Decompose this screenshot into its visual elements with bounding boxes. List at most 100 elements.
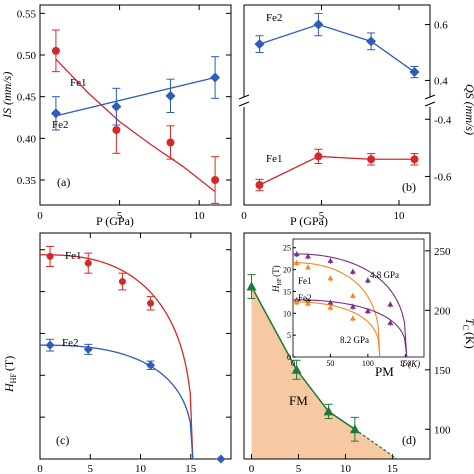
a-point-fe2 — [111, 101, 122, 112]
d-xtick-label: 5 — [296, 463, 302, 474]
c-point-fe2 — [83, 344, 93, 354]
panel-b-fe1-label: Fe1 — [266, 153, 283, 165]
d-ytick-label: 100 — [434, 424, 451, 436]
inset-point — [327, 304, 334, 310]
inset-xtick-label: 100 — [362, 359, 374, 368]
b-xtick-label: 10 — [394, 210, 406, 222]
panel-c-frame — [39, 232, 232, 460]
inset-point — [304, 253, 311, 259]
c-point-fe1 — [84, 259, 92, 267]
a-point-fe1 — [166, 138, 175, 147]
c-xtick-label: 0 — [37, 463, 43, 474]
a-point-fe2 — [165, 90, 176, 101]
c-xtick-label: 5 — [88, 463, 94, 474]
inset-82gpa-label: 8.2 GPa — [340, 335, 369, 345]
panel-d-ylabel-main: T — [463, 318, 474, 326]
c-point-fe1 — [147, 299, 155, 307]
panel-c-ylabel-unit: (T) — [2, 356, 16, 371]
svg-text:HHF(T): HHF (T) — [2, 356, 18, 393]
inset-point — [387, 301, 394, 307]
panel-c-label: (c) — [56, 433, 69, 447]
panel-b: 0 5 10 0.4 0.6 -0.4 -0.6 (b) P (GPa) QS (mm/s)… — [238, 4, 474, 228]
inset-ytick-label: 15 — [283, 287, 291, 296]
inset-xtick-label: 50 — [326, 359, 334, 368]
b-break-mark — [424, 94, 436, 100]
c-fit-fe1 — [39, 254, 194, 460]
inset-ytick-label: 0 — [287, 353, 291, 362]
inset-ylabel-sub: HF — [277, 277, 283, 285]
panel-b-label: (b) — [402, 180, 416, 194]
b-point-fe1 — [367, 155, 376, 164]
panel-c-ylabel-sub: HF — [9, 373, 18, 384]
c-point-fe2 — [45, 340, 55, 350]
inset-curve — [292, 262, 381, 358]
panel-d-fm-label: FM — [289, 393, 308, 408]
a-ytick-label: 0.55 — [17, 8, 37, 20]
b-break-gap-right — [427, 97, 433, 107]
d-ytick-label: 150 — [434, 365, 451, 377]
b-point-fe2 — [313, 19, 324, 30]
panel-b-xlabel: P (GPa) — [290, 214, 328, 228]
b-break-gap-left — [241, 97, 247, 107]
a-point-fe1 — [112, 126, 121, 134]
inset-point — [327, 299, 334, 305]
panel-a-xlabel: P (GPa) — [96, 214, 134, 228]
panel-d-frame — [243, 232, 431, 460]
c-point-fe1 — [118, 278, 126, 286]
b-ytick-label: 0.4 — [434, 75, 448, 87]
inset-ytick-label: 20 — [283, 266, 291, 275]
panel-a-fe1-label: Fe1 — [70, 77, 87, 89]
a-ytick-label: 0.40 — [17, 133, 37, 145]
panel-c: 0 5 10 15 (c) Fe1 Fe2 HHF (T) — [2, 232, 232, 474]
panel-c-fe1-label: Fe1 — [65, 250, 82, 262]
inset-point — [293, 260, 300, 266]
d-point-tc — [323, 406, 334, 416]
b-line-fe2 — [259, 23, 415, 73]
panel-d-ylabel: TC (K) — [461, 318, 474, 349]
d-tc-extrapolation — [354, 428, 398, 460]
inset-fe2-label: Fe2 — [298, 293, 312, 303]
inset-ylabel-main: H — [271, 285, 281, 293]
d-point-tc — [291, 364, 302, 374]
a-xtick-label: 0 — [37, 210, 43, 222]
b-break-mark — [424, 101, 436, 107]
inset-ytick-label: 5 — [287, 331, 291, 340]
panel-d-inset: 0 50 100 150 0 5 10 15 20 25 Fe1 Fe2 4.8 GPa 8.2 … — [271, 238, 425, 369]
d-xtick-label: 10 — [340, 463, 352, 474]
panel-d-ylabel-unit: (K) — [463, 332, 474, 349]
d-point-tc — [246, 281, 257, 291]
inset-point — [349, 315, 356, 321]
inset-point — [364, 277, 371, 283]
inset-point — [387, 319, 394, 325]
inset-curve — [292, 253, 408, 358]
inset-xlabel: T (K) — [401, 359, 420, 369]
inset-ylabel: HHF(T) — [271, 265, 283, 293]
d-fm-region — [251, 286, 398, 459]
panel-d-label: (d) — [402, 433, 416, 447]
b-point-fe1 — [314, 152, 323, 161]
b-xtick-label: 0 — [241, 210, 247, 222]
inset-curve — [292, 299, 408, 358]
c-xtick-label: 10 — [135, 463, 147, 474]
inset-xtick-label: 0 — [291, 359, 295, 368]
panel-d-pm-label: PM — [375, 364, 394, 379]
panel-a-label: (a) — [57, 175, 70, 189]
inset-point — [349, 292, 356, 298]
inset-ytick-label: 25 — [283, 244, 291, 253]
inset-fe1-label: Fe1 — [298, 276, 312, 286]
a-ytick-label: 0.35 — [17, 175, 37, 187]
inset-point — [293, 299, 300, 305]
b-xtick-label: 5 — [319, 210, 325, 222]
c-fit-fe2 — [39, 344, 194, 460]
panel-a-ylabel: IS (mm/s) — [0, 72, 14, 119]
inset-point — [293, 251, 300, 257]
a-ytick-label: 0.45 — [17, 92, 37, 104]
inset-point — [327, 275, 334, 281]
panel-a-fe2-label: Fe2 — [52, 119, 69, 131]
d-xtick-label: 0 — [249, 463, 255, 474]
d-tc-line — [250, 286, 356, 430]
b-break-mark — [238, 101, 250, 107]
panel-b-fe2-label: Fe2 — [266, 12, 283, 24]
